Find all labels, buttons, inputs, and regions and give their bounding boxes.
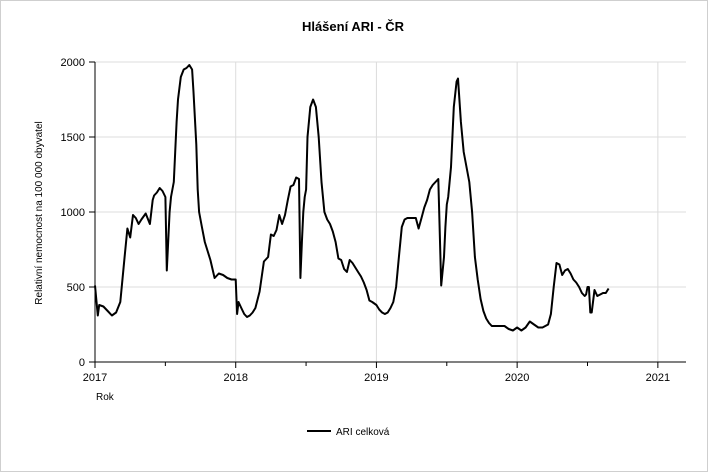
gridlines [95,61,686,362]
x-tick-label: 2021 [646,372,670,384]
y-tick-label: 0 [79,357,85,369]
x-tick-label: 2019 [364,372,388,384]
series-line-1 [94,64,610,332]
y-axis-label: Relativní nemocnost na 100 000 obyvatel [34,121,45,304]
y-tick-label: 2000 [61,57,85,69]
series-group [94,64,610,332]
y-tick-label: 500 [67,282,85,294]
x-tick-label: 2018 [223,372,247,384]
y-tick-label: 1500 [61,132,85,144]
x-tick-label: 2020 [505,372,529,384]
x-tick-labels: 2017 2018 2019 2020 2021 [83,372,670,384]
legend-label: ARI celková [336,427,390,438]
x-tick-label: 2017 [83,372,107,384]
legend: ARI celková [307,427,390,438]
axes [89,61,686,368]
chart-title: Hlášení ARI - ČR [302,19,405,34]
y-tick-labels: 0 500 1000 1500 2000 [61,57,85,369]
x-axis-label: Rok [96,392,115,403]
y-tick-label: 1000 [61,207,85,219]
